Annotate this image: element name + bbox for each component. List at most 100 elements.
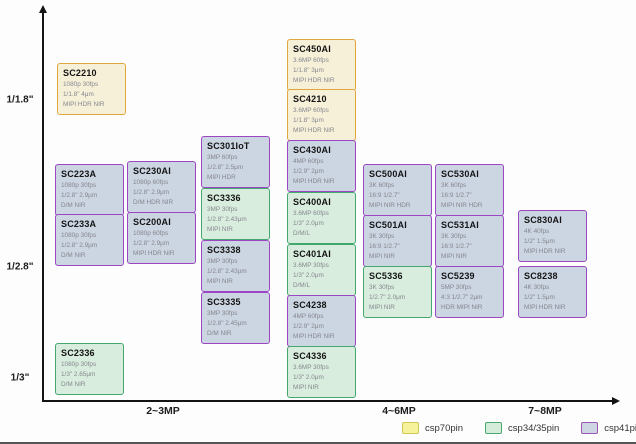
spec-resolution-fps: 3.6MP 30fps xyxy=(293,262,329,269)
spec-resolution-fps: 1080p 60fps xyxy=(133,230,169,237)
spec-optical-format: 1/2.8" 2.9μm xyxy=(61,241,98,249)
product-card: SC5336 3K 30fps 1/2.7" 2.0μm MIPI NIR xyxy=(363,266,432,318)
spec-resolution-fps: 3MP 60fps xyxy=(207,154,238,161)
spec-optical-format: 1/3" 2.0μm xyxy=(293,271,324,279)
legend: csp70pin csp34/35pin csp41pin xyxy=(402,422,636,434)
spec-optical-format: 1/2.8" 2.43μm xyxy=(207,215,247,223)
spec-resolution-fps: 1080p 30fps xyxy=(63,81,99,88)
spec-optical-format: 1/1.8" 3μm xyxy=(293,66,324,74)
legend-swatch-icon xyxy=(581,422,599,434)
spec-interface: D/M NIR xyxy=(61,251,86,259)
product-card: SC4238 4MP 60fps 1/2.9" 2μm MIPI HDR NIR xyxy=(287,295,356,347)
legend-item: csp70pin xyxy=(402,422,463,434)
x-axis-tick-label: 7~8MP xyxy=(528,405,562,417)
spec-resolution-fps: 1080p 30fps xyxy=(61,361,97,368)
product-name: SC430AI xyxy=(293,145,331,155)
legend-label: csp41pin xyxy=(604,422,636,434)
spec-interface: MIPI HDR xyxy=(207,173,236,181)
spec-interface: D/M NIR xyxy=(207,329,232,337)
spec-optical-format: 16:9 1/2.7" xyxy=(369,191,400,199)
product-card: SC233A 1080p 30fps 1/2.8" 2.9μm D/M NIR xyxy=(55,214,124,266)
spec-interface: D/M NIR xyxy=(61,380,86,388)
product-name: SC401AI xyxy=(293,249,331,259)
y-axis-arrow-icon xyxy=(39,5,47,13)
product-card: SC531AI 3K 30fps 16:9 1/2.7" MIPI NIR xyxy=(435,215,504,267)
product-card: SC500AI 3K 60fps 16:9 1/2.7" MIPI NIR HD… xyxy=(363,164,432,216)
spec-optical-format: 1/2.8" 2.9μm xyxy=(133,188,170,196)
product-card: SC3335 3MP 30fps 1/2.8" 2.45μm D/M NIR xyxy=(201,292,270,344)
product-card: SC3336 3MP 30fps 1/2.8" 2.43μm MIPI NIR xyxy=(201,188,270,240)
spec-interface: MIPI NIR xyxy=(207,277,233,285)
spec-interface: MIPI NIR xyxy=(441,252,467,260)
spec-resolution-fps: 3MP 30fps xyxy=(207,258,238,265)
y-axis-line xyxy=(42,13,44,402)
product-name: SC233A xyxy=(61,219,97,229)
spec-interface: MIPI HDR NIR xyxy=(293,177,335,185)
legend-item: csp34/35pin xyxy=(485,422,559,434)
product-card: SC4336 3.6MP 30fps 1/3" 2.0μm MIPI NIR xyxy=(287,346,356,398)
product-card: SC501AI 3K 30fps 16:9 1/2.7" MIPI NIR xyxy=(363,215,432,267)
y-axis-tick-label: 1/2.8" xyxy=(6,261,34,273)
x-axis-tick-label: 2~3MP xyxy=(146,405,180,417)
product-card: SC200AI 1080p 60fps 1/2.8" 2.9μm MIPI HD… xyxy=(127,212,196,264)
spec-resolution-fps: 3.6MP 60fps xyxy=(293,57,329,64)
product-card: SC2336 1080p 30fps 1/3" 2.65μm D/M NIR xyxy=(55,343,124,395)
spec-optical-format: 1/2.7" 2.0μm xyxy=(369,293,406,301)
product-card: SC401AI 3.6MP 30fps 1/3" 2.0μm D/M/L xyxy=(287,244,356,296)
product-card: SC2210 1080p 30fps 1/1.8" 4μm MIPI HDR N… xyxy=(57,63,126,115)
spec-optical-format: 1/2.8" 2.5μm xyxy=(207,163,244,171)
x-axis-arrow-icon xyxy=(612,397,620,405)
spec-resolution-fps: 3K 60fps xyxy=(369,182,395,189)
spec-optical-format: 1/3" 2.0μm xyxy=(293,373,324,381)
spec-interface: MIPI NIR xyxy=(369,303,395,311)
spec-interface: MIPI NIR xyxy=(207,225,233,233)
spec-resolution-fps: 4K 40fps xyxy=(524,228,550,235)
product-name: SC4336 xyxy=(293,351,327,361)
product-name: SC450AI xyxy=(293,44,331,54)
spec-optical-format: 1/2.8" 2.43μm xyxy=(207,267,247,275)
product-name: SC3338 xyxy=(207,245,241,255)
x-axis-tick-label: 4~6MP xyxy=(382,405,416,417)
spec-resolution-fps: 1080p 30fps xyxy=(61,232,97,239)
product-name: SC4238 xyxy=(293,300,327,310)
spec-interface: MIPI HDR NIR xyxy=(293,126,335,134)
product-card: SC3338 3MP 30fps 1/2.8" 2.43μm MIPI NIR xyxy=(201,240,270,292)
spec-interface: HDR MIPI NIR xyxy=(441,303,483,311)
product-name: SC8238 xyxy=(524,271,558,281)
spec-resolution-fps: 4MP 60fps xyxy=(293,313,324,320)
spec-resolution-fps: 3.6MP 60fps xyxy=(293,107,329,114)
spec-interface: D/M/L xyxy=(293,281,311,289)
product-name: SC301IoT xyxy=(207,141,250,151)
spec-resolution-fps: 3MP 30fps xyxy=(207,206,238,213)
spec-optical-format: 4:3 1/2.7" 2μm xyxy=(441,293,483,301)
x-axis-line xyxy=(42,400,614,402)
spec-interface: MIPI HDR NIR xyxy=(63,100,105,108)
product-card: SC400AI 3.6MP 60fps 1/3" 2.0μm D/M/L xyxy=(287,192,356,244)
product-name: SC531AI xyxy=(441,220,479,230)
spec-optical-format: 1/2" 1.5μm xyxy=(524,293,555,301)
product-card: SC830AI 4K 40fps 1/2" 1.5μm MIPI HDR NIR xyxy=(518,210,587,262)
spec-optical-format: 1/1.8" 4μm xyxy=(63,90,94,98)
spec-optical-format: 1/1.8" 3μm xyxy=(293,116,324,124)
spec-optical-format: 16:9 1/2.7" xyxy=(369,242,400,250)
product-name: SC830AI xyxy=(524,215,562,225)
spec-resolution-fps: 3.6MP 60fps xyxy=(293,210,329,217)
product-name: SC4210 xyxy=(293,94,327,104)
spec-optical-format: 1/2.9" 2μm xyxy=(293,167,324,175)
product-name: SC200AI xyxy=(133,217,171,227)
product-name: SC2336 xyxy=(61,348,95,358)
product-name: SC3336 xyxy=(207,193,241,203)
spec-optical-format: 1/3" 2.0μm xyxy=(293,219,324,227)
product-card: SC430AI 4MP 60fps 1/2.9" 2μm MIPI HDR NI… xyxy=(287,140,356,192)
product-card: SC230AI 1080p 60fps 1/2.8" 2.9μm D/M HDR… xyxy=(127,161,196,213)
legend-label: csp70pin xyxy=(425,422,464,434)
spec-resolution-fps: 4MP 60fps xyxy=(293,158,324,165)
spec-interface: MIPI NIR xyxy=(369,252,395,260)
spec-optical-format: 16:9 1/2.7" xyxy=(441,191,472,199)
spec-interface: MIPI HDR NIR xyxy=(293,76,335,84)
product-card: SC5239 5MP 30fps 4:3 1/2.7" 2μm HDR MIPI… xyxy=(435,266,504,318)
product-name: SC230AI xyxy=(133,166,171,176)
spec-interface: MIPI HDR NIR xyxy=(133,249,175,257)
spec-resolution-fps: 3K 60fps xyxy=(441,182,467,189)
spec-resolution-fps: 3.6MP 30fps xyxy=(293,364,329,371)
